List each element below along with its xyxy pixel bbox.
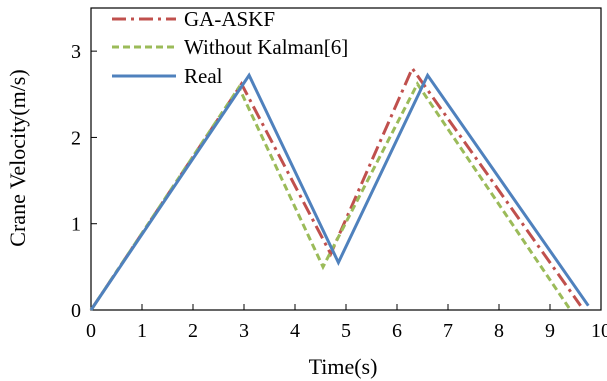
x-tick-label: 5 — [341, 320, 351, 342]
y-tick-label: 0 — [71, 300, 81, 322]
y-tick-label: 3 — [71, 41, 81, 63]
y-axis-title: Crane Velocity(m/s) — [5, 69, 30, 246]
x-tick-label: 9 — [545, 320, 555, 342]
legend: GA-ASKF Without Kalman[6] Real — [112, 7, 348, 88]
x-axis-title: Time(s) — [309, 354, 378, 379]
y-tick-label: 1 — [71, 214, 81, 236]
x-tick-label: 1 — [137, 320, 147, 342]
series-line-2 — [89, 72, 590, 311]
x-axis: 0 1 2 3 4 5 6 7 8 9 10 — [86, 304, 607, 342]
series-line-1 — [89, 80, 572, 311]
x-tick-label: 4 — [290, 320, 300, 342]
x-tick-label: 0 — [86, 320, 96, 342]
series-layer — [89, 65, 590, 311]
x-tick-label: 8 — [494, 320, 504, 342]
y-axis: 0 1 2 3 — [71, 41, 97, 322]
x-tick-label: 7 — [443, 320, 453, 342]
y-tick-label: 2 — [71, 127, 81, 149]
legend-label-2: Real — [184, 64, 223, 88]
x-tick-label: 3 — [239, 320, 249, 342]
legend-label-0: GA-ASKF — [184, 7, 275, 31]
legend-label-1: Without Kalman[6] — [184, 35, 348, 59]
x-tick-label: 6 — [392, 320, 402, 342]
x-tick-label: 10 — [591, 320, 607, 342]
x-tick-label: 2 — [188, 320, 198, 342]
